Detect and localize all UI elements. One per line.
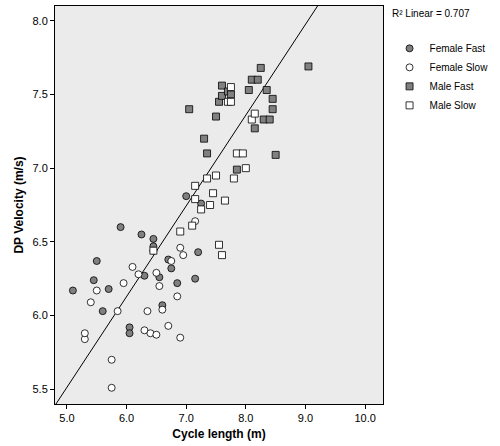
- svg-text:Female Fast: Female Fast: [430, 43, 486, 54]
- svg-text:Male Slow: Male Slow: [430, 100, 477, 111]
- svg-text:10.0: 10.0: [354, 412, 375, 424]
- svg-text:Male Fast: Male Fast: [430, 81, 474, 92]
- svg-text:6.5: 6.5: [33, 236, 48, 248]
- svg-text:DP Velocity (m/s): DP Velocity (m/s): [12, 156, 26, 253]
- svg-text:7.0: 7.0: [179, 412, 194, 424]
- svg-text:7.0: 7.0: [33, 162, 48, 174]
- svg-text:6.0: 6.0: [119, 412, 134, 424]
- svg-text:R² Linear = 0.707: R² Linear = 0.707: [392, 8, 470, 19]
- svg-text:9.0: 9.0: [298, 412, 313, 424]
- svg-text:5.0: 5.0: [59, 412, 74, 424]
- svg-text:8.0: 8.0: [33, 15, 48, 27]
- svg-text:8.0: 8.0: [238, 412, 253, 424]
- svg-text:5.5: 5.5: [33, 383, 48, 395]
- svg-text:7.5: 7.5: [33, 88, 48, 100]
- svg-text:6.0: 6.0: [33, 309, 48, 321]
- svg-text:Female Slow: Female Slow: [430, 62, 489, 73]
- svg-text:Cycle length (m): Cycle length (m): [172, 427, 265, 441]
